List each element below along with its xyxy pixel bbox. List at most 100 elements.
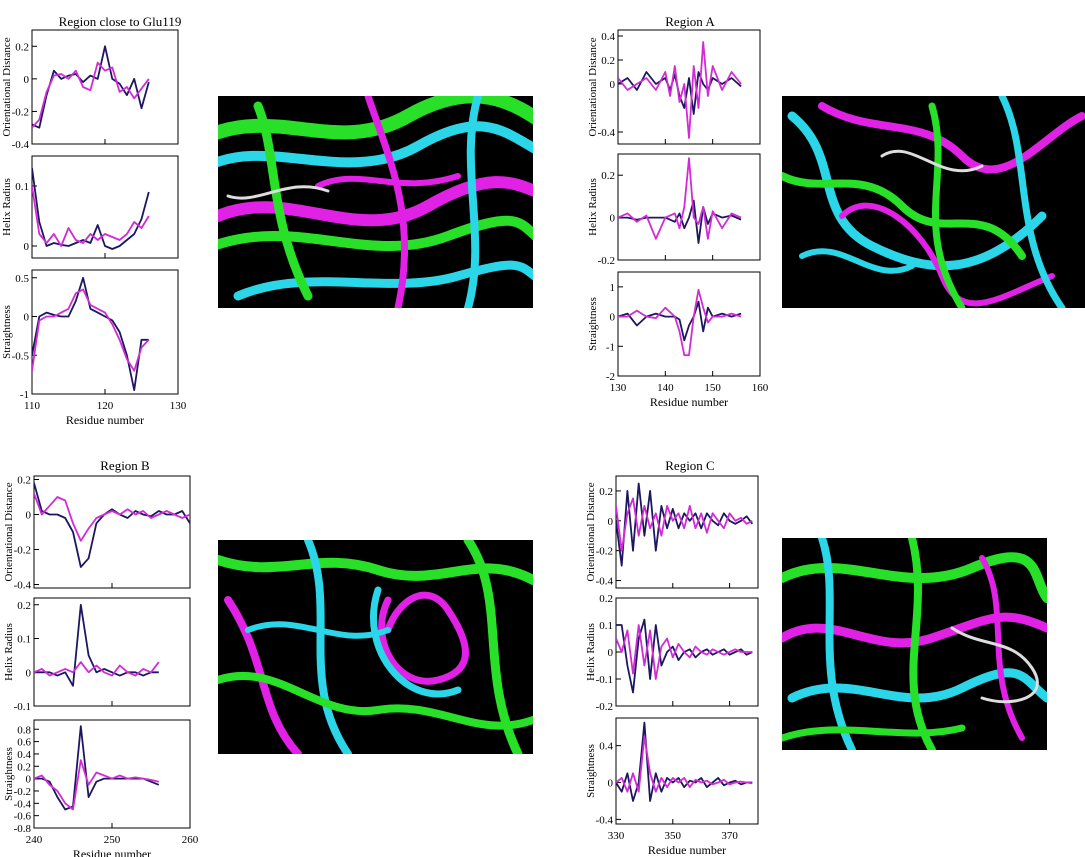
region-title-c: Region C <box>665 458 715 473</box>
y-tick-label: 0 <box>610 312 616 324</box>
y-tick-label: -1 <box>20 389 29 401</box>
y-tick-label: 0 <box>608 647 614 659</box>
plot-frame <box>615 475 759 589</box>
y-axis-label: Orientational Distance <box>587 37 599 136</box>
y-tick-label: 0.2 <box>599 486 613 498</box>
y-tick-label: -0.8 <box>14 823 32 835</box>
y-tick-label: -2 <box>606 371 615 383</box>
x-tick-label: 260 <box>182 834 199 846</box>
plot-frame <box>617 153 761 261</box>
y-tick-label: -0.4 <box>598 127 616 139</box>
y-axis-label: Helix Radius <box>3 623 15 681</box>
series-line-1 <box>618 157 742 240</box>
region-title-a: Region A <box>665 14 715 29</box>
y-tick-label: -0.2 <box>14 786 31 798</box>
series-line-0 <box>34 725 160 811</box>
series-line-0 <box>616 618 753 694</box>
x-tick-label: 240 <box>26 834 43 846</box>
region-title-glu119: Region close to Glu119 <box>58 14 182 29</box>
y-tick-label: 0.5 <box>15 273 29 285</box>
y-tick-label: 0 <box>26 510 32 522</box>
y-tick-label: 0 <box>24 312 30 324</box>
series-line-1 <box>34 493 190 542</box>
y-axis-label: Helix Radius <box>1 178 13 236</box>
region-title-b: Region B <box>100 458 150 473</box>
y-tick-label: -0.4 <box>14 798 32 810</box>
y-tick-label: -0.5 <box>12 350 30 362</box>
y-axis-label: Orientational Distance <box>1 37 13 136</box>
y-tick-label: 0 <box>24 241 30 253</box>
series-line-1 <box>32 185 150 247</box>
structure-image-region-a <box>782 96 1085 308</box>
y-tick-label: 0.1 <box>17 634 31 646</box>
y-tick-label: 0.8 <box>17 724 31 736</box>
series-line-1 <box>618 288 742 357</box>
y-tick-label: 0.2 <box>17 475 31 487</box>
y-tick-label: -0.2 <box>598 255 615 267</box>
y-tick-label: 0.4 <box>601 31 615 43</box>
y-tick-label: 0 <box>608 516 614 528</box>
x-tick-label: 370 <box>721 830 738 842</box>
series-line-1 <box>618 41 742 139</box>
y-tick-label: 0 <box>26 667 32 679</box>
series-line-0 <box>32 167 150 250</box>
x-axis-label: Residue number <box>648 843 726 857</box>
y-tick-label: -0.4 <box>14 580 32 592</box>
plot-frame <box>33 719 191 829</box>
panel-1: -0.2 -0.1 0 0.1 0.2 Helix Radius <box>585 593 759 713</box>
plot-frame <box>33 597 191 707</box>
y-tick-label: -0.2 <box>596 701 613 713</box>
series-line-1 <box>32 288 150 372</box>
y-tick-label: 0.2 <box>17 761 31 773</box>
panel-2: -0.8-0.6-0.4-0.200.20.40.60.8 240 250 260 St… <box>3 719 199 857</box>
y-tick-label: 0.2 <box>599 593 613 605</box>
y-tick-label: 0 <box>610 213 616 225</box>
series-line-0 <box>32 276 149 392</box>
x-tick-label: 250 <box>104 834 121 846</box>
panel-2: -1 -0.5 0 0.5 110 120 130 Straightness Residue n… <box>1 269 187 427</box>
series-line-1 <box>616 497 753 552</box>
y-axis-label: Straightness <box>3 747 15 801</box>
series-line-1 <box>616 735 753 793</box>
x-tick-label: 150 <box>704 382 721 394</box>
plot-frame <box>615 717 759 825</box>
x-tick-label: 130 <box>610 382 627 394</box>
series-line-1 <box>616 624 753 680</box>
y-tick-label: -0.2 <box>596 546 613 558</box>
y-axis-label: Helix Radius <box>585 623 597 681</box>
y-tick-label: 0 <box>26 774 32 786</box>
y-tick-label: 0.6 <box>17 737 31 749</box>
y-tick-label: -0.4 <box>596 576 614 588</box>
y-tick-label: 0.4 <box>599 741 613 753</box>
y-tick-label: 0.2 <box>15 41 29 53</box>
y-tick-label: -0.4 <box>596 814 614 826</box>
panel-2: -0.4 0 0.4 330 350 370 Straightness Residue num… <box>585 717 759 857</box>
y-tick-label: -0.2 <box>14 545 31 557</box>
series-line-1 <box>34 759 160 811</box>
series-line-0 <box>616 482 754 567</box>
x-tick-label: 140 <box>657 382 674 394</box>
structure-image-region-c <box>782 538 1047 750</box>
y-tick-label: 0.4 <box>17 749 31 761</box>
y-tick-label: 1 <box>610 282 616 294</box>
series-line-1 <box>34 661 160 677</box>
series-line-0 <box>616 721 753 802</box>
structure-image-glu119 <box>218 96 533 308</box>
plot-frame <box>617 271 761 377</box>
x-tick-label: 160 <box>752 382 769 394</box>
plot-frame <box>617 29 761 145</box>
y-axis-label: Straightness <box>587 297 599 351</box>
y-tick-label: 0.2 <box>601 55 615 67</box>
y-tick-label: 0.2 <box>17 600 31 612</box>
